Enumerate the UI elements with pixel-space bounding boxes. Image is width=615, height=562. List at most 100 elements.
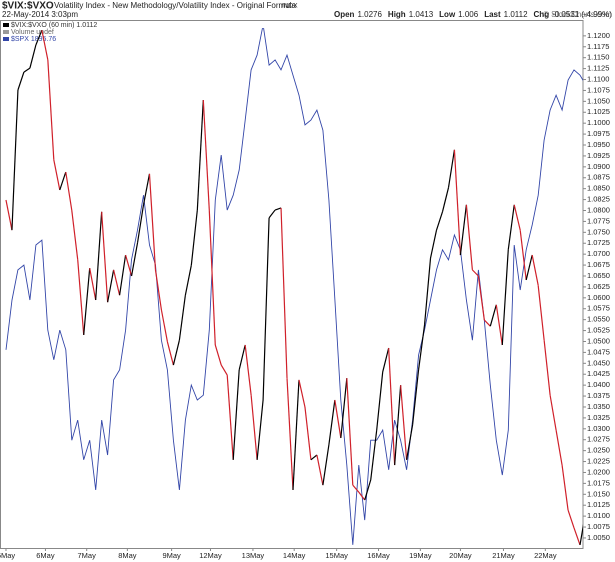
price-segment	[573, 527, 581, 546]
y-tick-label: 1.0900	[587, 162, 610, 171]
y-tick-label: 1.0725	[587, 238, 610, 247]
price-segment	[358, 491, 366, 501]
price-segment	[441, 187, 450, 212]
chart-title: Volatility Index - New Methodology/Volat…	[54, 1, 296, 10]
quote-label: Open	[334, 10, 355, 19]
y-tick-label: 1.0125	[587, 500, 610, 509]
price-segment	[513, 204, 521, 231]
price-segment	[148, 173, 157, 270]
y-tick-label: 1.0250	[587, 446, 610, 455]
price-segment	[340, 378, 348, 439]
x-tick-label: 13May	[242, 551, 265, 560]
price-segment	[525, 254, 533, 281]
price-segment	[507, 204, 515, 250]
y-tick-label: 1.0425	[587, 369, 610, 378]
price-segment	[184, 264, 192, 296]
x-tick-label: 12May	[199, 551, 222, 560]
y-tick-label: 1.0825	[587, 195, 610, 204]
price-segment	[208, 210, 216, 346]
x-tick-label: 16May	[367, 551, 390, 560]
quote-value: 1.006	[458, 10, 479, 19]
x-tick-label: 22May	[534, 551, 557, 560]
price-segment	[220, 364, 228, 376]
price-segment	[322, 444, 330, 486]
price-segment	[495, 304, 503, 346]
y-tick-label: 1.0925	[587, 151, 610, 160]
x-tick-label: 19May	[409, 551, 432, 560]
y-tick-label: 1.1025	[587, 107, 610, 116]
legend-swatch	[3, 23, 9, 27]
spx-line	[5, 28, 583, 545]
price-segment	[388, 348, 396, 466]
credit: © StockCharts.com	[543, 10, 612, 19]
price-segment	[113, 269, 121, 296]
price-segment	[196, 100, 204, 211]
price-segment	[29, 44, 37, 69]
price-segment	[244, 344, 252, 396]
price-segment	[352, 484, 360, 493]
price-segment	[471, 269, 479, 277]
price-segment	[202, 100, 210, 211]
y-tick-label: 1.0950	[587, 140, 610, 149]
plot-area	[5, 28, 583, 546]
x-tick-label: 20May	[449, 551, 472, 560]
price-segment	[214, 344, 222, 366]
price-segment	[579, 523, 583, 546]
price-segment	[328, 399, 336, 446]
price-segment	[376, 371, 384, 431]
price-segment	[483, 319, 491, 327]
price-segment	[364, 479, 372, 501]
y-tick-label: 1.0475	[587, 347, 610, 356]
price-segment	[411, 369, 420, 425]
quote: Open 1.0276 High 1.0413 Low 1.006 Last 1.0112 Ch…	[334, 10, 612, 19]
y-tick-label: 1.0450	[587, 358, 610, 367]
y-tick-label: 1.0275	[587, 435, 610, 444]
price-segment	[250, 395, 258, 460]
price-segment	[89, 268, 97, 301]
price-segment	[11, 89, 19, 231]
price-segment	[346, 378, 354, 486]
x-tick-label: 7May	[78, 551, 97, 560]
y-tick-label: 1.0325	[587, 413, 610, 422]
price-segment	[101, 211, 109, 303]
y-tick-label: 1.0100	[587, 511, 610, 520]
price-segment	[543, 340, 551, 396]
y-tick-label: 1.1000	[587, 118, 610, 127]
price-segment	[274, 207, 282, 211]
x-tick-label: 15May	[325, 551, 348, 560]
price-segment	[423, 258, 432, 325]
quote-value: 1.0276	[357, 10, 382, 19]
price-segment	[394, 385, 402, 466]
price-segment	[561, 464, 569, 511]
price-segment	[118, 254, 127, 296]
legend-swatch	[3, 30, 9, 34]
y-tick-label: 1.1100	[587, 75, 609, 84]
y-tick-label: 1.1075	[587, 85, 610, 94]
price-segment	[17, 71, 25, 91]
y-tick-label: 1.0525	[587, 326, 610, 335]
price-segment	[429, 230, 438, 259]
legend-label: $VIX:$VXO (60 min) 1.0112	[11, 22, 97, 29]
price-segment	[298, 379, 306, 408]
volume-note: Volume undef	[11, 29, 54, 36]
price-segment	[549, 395, 557, 431]
price-segment	[286, 378, 294, 490]
y-tick-label: 1.0175	[587, 478, 610, 487]
price-segment	[316, 454, 324, 486]
y-tick-label: 1.0625	[587, 282, 610, 291]
price-segment	[453, 149, 462, 256]
price-segment	[400, 385, 408, 460]
price-segment	[59, 171, 67, 191]
y-tick-label: 1.0400	[587, 380, 610, 389]
x-tick-label: 21May	[492, 551, 515, 560]
quote-value: 1.0413	[409, 10, 434, 19]
price-segment	[35, 29, 43, 46]
y-tick-label: 1.0300	[587, 424, 610, 433]
y-tick-label: 1.0500	[587, 336, 610, 345]
y-tick-label: 1.0575	[587, 304, 610, 313]
y-tick-label: 1.0550	[587, 315, 610, 324]
price-segment	[262, 217, 270, 401]
price-segment	[304, 406, 312, 460]
y-tick-label: 1.0200	[587, 467, 610, 476]
y-tick-label: 1.0050	[587, 533, 610, 542]
